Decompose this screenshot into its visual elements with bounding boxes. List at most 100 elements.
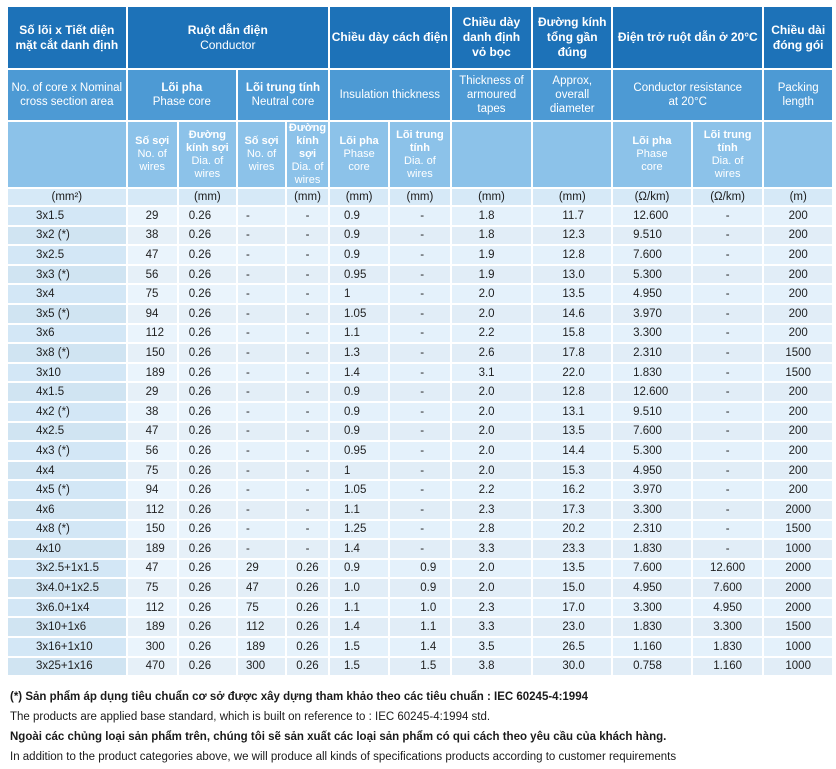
no-wires-en2: wires — [139, 161, 165, 173]
cell-ins-neutral: - — [390, 383, 450, 401]
cell-armour-thickness: 2.0 — [451, 559, 532, 578]
cell-neutral-no-wires: - — [238, 422, 286, 441]
cell-neutral-dia-wires: - — [287, 344, 328, 362]
ins-phase-en2: core — [348, 161, 370, 173]
cell-res-phase: 4.950 — [613, 285, 691, 303]
no-wires-vi: Số sợi — [244, 135, 279, 147]
no-wires-en2: wires — [248, 161, 275, 173]
cell-phase-no-wires: 75 — [127, 285, 177, 303]
cell-phase-no-wires: 94 — [127, 481, 177, 499]
cell-overall-diameter: 12.8 — [533, 246, 612, 264]
cell-packing-length: 2000 — [764, 559, 832, 578]
header-ins-phase: Lõi pha Phase core — [329, 122, 389, 187]
cell-armour-thickness: 1.9 — [451, 265, 532, 284]
header-conductor-en: Conductor — [200, 37, 256, 52]
cell-armour-thickness: 2.3 — [451, 500, 532, 519]
unit-diameter: (mm) — [533, 189, 612, 205]
cell-res-neutral: 1.830 — [692, 638, 763, 656]
table-row: 3x8 (*) 150 0.26- -1.3-2.6 17.8 2.310-1500 — [8, 344, 832, 362]
header-ins-neutral: Lõi trung tính Dia. of wires — [390, 122, 450, 187]
cell-phase-dia-wires: 0.26 — [178, 304, 236, 323]
cell-packing-length: 1500 — [764, 363, 832, 382]
cell-phase-no-wires: 189 — [127, 363, 177, 382]
cell-size: 3x2.5 — [8, 246, 126, 264]
cell-ins-phase: 0.9 — [329, 559, 389, 578]
header-phase-no-wires: Số sợi No. of wires — [127, 122, 177, 187]
cell-res-neutral: - — [692, 226, 763, 245]
unit-dia: (mm) — [287, 189, 328, 205]
cell-overall-diameter: 13.5 — [533, 559, 612, 578]
cell-overall-diameter: 17.3 — [533, 500, 612, 519]
cell-phase-dia-wires: 0.26 — [178, 285, 236, 303]
unit-resistance: (Ω/km) — [613, 189, 691, 205]
cell-size: 3x6.0+1x4 — [8, 598, 126, 617]
cell-ins-neutral: 0.9 — [390, 579, 450, 597]
header-row-vi: Số lõi x Tiết diện mặt cắt danh định Ruộ… — [8, 7, 832, 68]
cell-res-neutral: - — [692, 265, 763, 284]
header-neutral-core: Lõi trung tính Neutral core — [238, 70, 328, 120]
dia-wires-en2: wires — [194, 167, 221, 180]
cell-overall-diameter: 26.5 — [533, 638, 612, 656]
unit-blank — [238, 189, 286, 205]
cell-phase-dia-wires: 0.26 — [178, 638, 236, 656]
cell-phase-no-wires: 47 — [127, 559, 177, 578]
cell-ins-neutral: - — [390, 344, 450, 362]
cell-ins-phase: 1.4 — [329, 540, 389, 558]
cell-packing-length: 200 — [764, 285, 832, 303]
cell-neutral-no-wires: - — [238, 402, 286, 421]
cell-size: 3x8 (*) — [8, 344, 126, 362]
cell-packing-length: 1500 — [764, 344, 832, 362]
cell-neutral-no-wires: - — [238, 363, 286, 382]
cell-armour-thickness: 1.9 — [451, 246, 532, 264]
no-wires-en1: No. of — [246, 148, 277, 160]
cell-res-phase: 2.310 — [613, 520, 691, 539]
ins-neutral-en1: Dia. of — [404, 154, 436, 167]
cell-armour-thickness: 2.0 — [451, 422, 532, 441]
cell-res-phase: 7.600 — [613, 559, 691, 578]
cell-size: 3x2.5+1x1.5 — [8, 559, 126, 578]
cell-packing-length: 200 — [764, 207, 832, 225]
diameter-vi-line3: đúng — [557, 45, 587, 59]
dia-wires-vi1: Đường — [188, 128, 226, 141]
dia-wires-vi1: Đường — [288, 122, 327, 134]
cell-size: 4x4 — [8, 461, 126, 480]
cell-res-neutral: 3.300 — [692, 618, 763, 637]
cell-ins-neutral: - — [390, 226, 450, 245]
cell-size: 3x4 — [8, 285, 126, 303]
cell-neutral-dia-wires: - — [287, 363, 328, 382]
cell-phase-dia-wires: 0.26 — [178, 579, 236, 597]
cell-res-neutral: 4.950 — [692, 598, 763, 617]
cell-res-phase: 4.950 — [613, 461, 691, 480]
footnote-standard-en: The products are applied base standard, … — [10, 711, 491, 723]
cell-overall-diameter: 14.4 — [533, 442, 612, 460]
cell-res-neutral: - — [692, 500, 763, 519]
header-conductor: Ruột dẫn điện Conductor — [127, 7, 328, 68]
cell-res-phase: 1.830 — [613, 618, 691, 637]
cell-ins-neutral: 1.0 — [390, 598, 450, 617]
cell-ins-neutral: - — [390, 402, 450, 421]
header-insulation-vi: Chiều dày cách điện — [329, 7, 450, 68]
table-row: 3x4 75 0.26- -1-2.0 13.5 4.950-200 — [8, 285, 832, 303]
cell-res-phase: 3.300 — [613, 500, 691, 519]
header-res-neutral: Lõi trung tính Dia. of wires — [692, 122, 763, 187]
cell-size: 3x3 (*) — [8, 265, 126, 284]
cell-ins-neutral: 1.5 — [390, 657, 450, 676]
cell-ins-neutral: - — [390, 363, 450, 382]
footnote-custom-en: In addition to the product categories ab… — [10, 751, 677, 763]
cell-phase-no-wires: 56 — [127, 442, 177, 460]
packing-vi-line1: Chiều dài — [771, 22, 826, 37]
cell-overall-diameter: 17.8 — [533, 344, 612, 362]
cell-packing-length: 200 — [764, 461, 832, 480]
cell-res-phase: 3.970 — [613, 481, 691, 499]
cell-ins-neutral: - — [390, 500, 450, 519]
cell-res-phase: 12.600 — [613, 383, 691, 401]
cell-neutral-dia-wires: - — [287, 540, 328, 558]
cell-packing-length: 200 — [764, 324, 832, 343]
cell-ins-phase: 0.95 — [329, 265, 389, 284]
unit-insulation: (mm) — [390, 189, 450, 205]
packing-en-line1: Packing — [777, 82, 819, 94]
cell-neutral-dia-wires: 0.26 — [287, 638, 328, 656]
cell-phase-no-wires: 112 — [127, 500, 177, 519]
cell-size: 4x2 (*) — [8, 402, 126, 421]
